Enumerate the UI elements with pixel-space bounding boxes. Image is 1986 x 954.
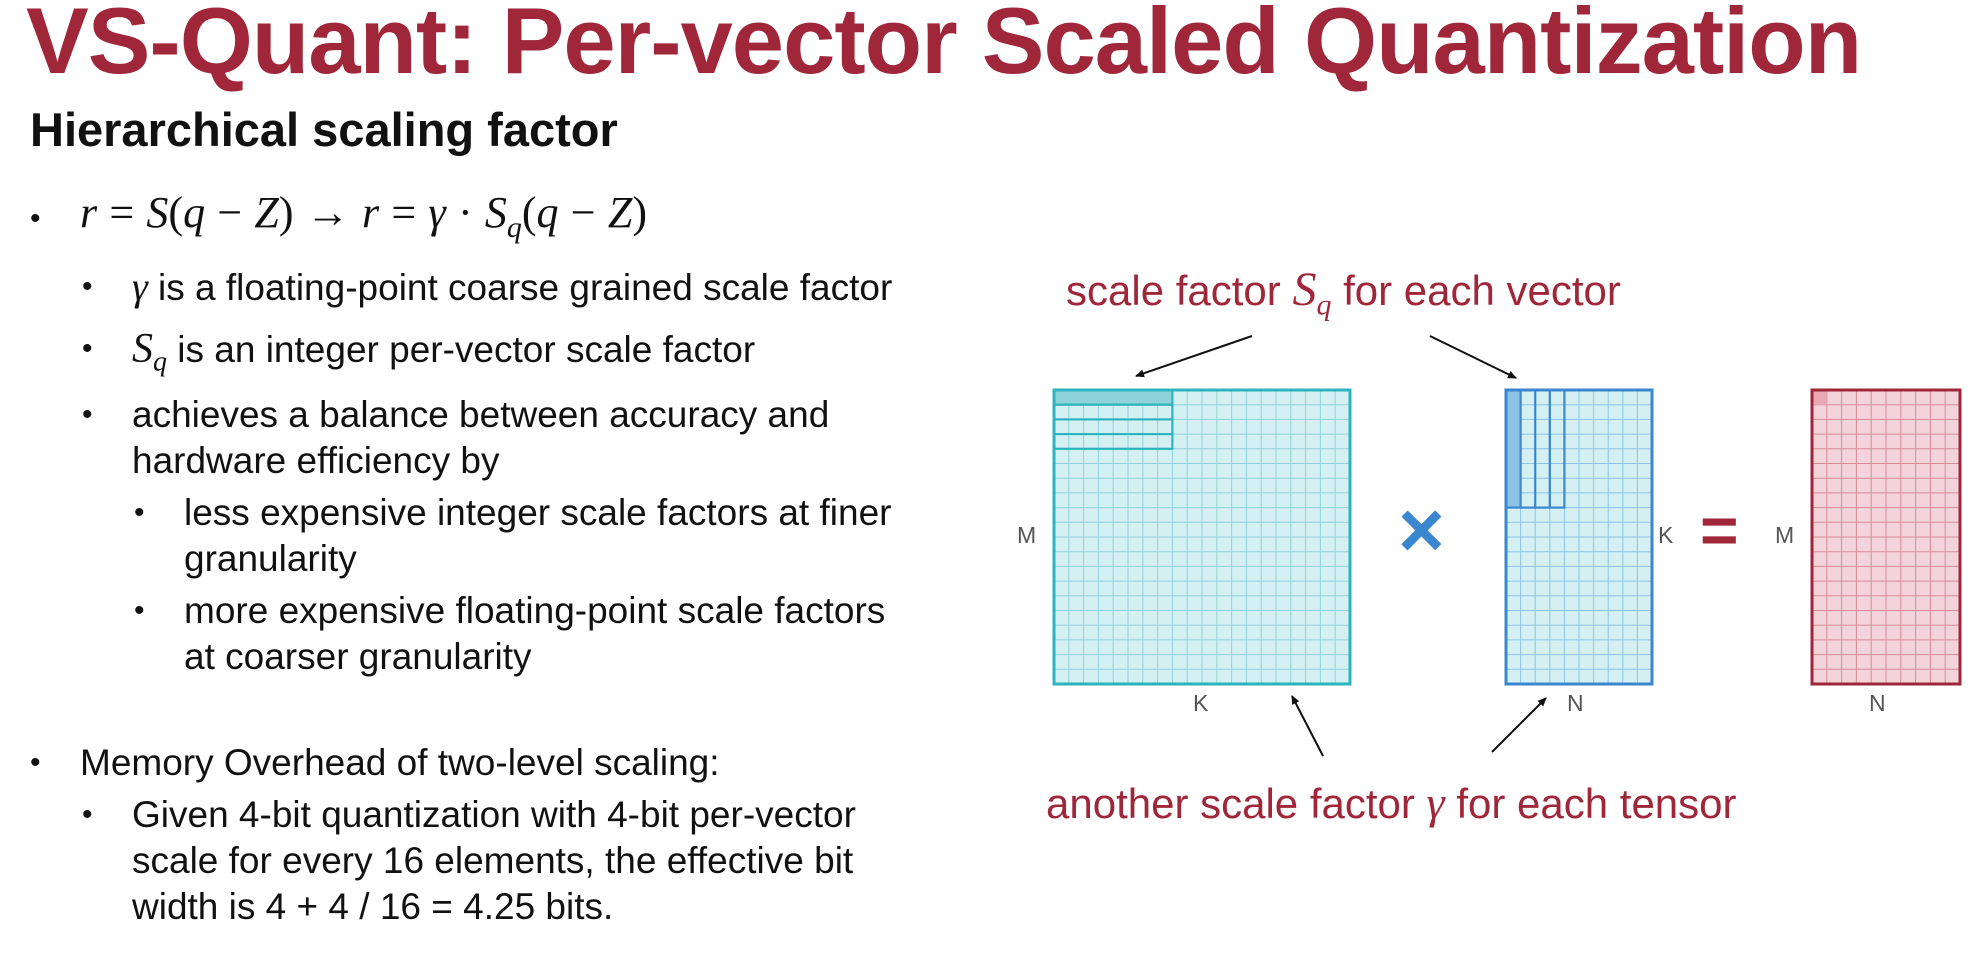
arrow-to-matrix-b-tensor: [1491, 697, 1547, 753]
multiply-symbol: ×: [1398, 485, 1445, 574]
highlighted-row-vector: [1053, 389, 1174, 406]
arrow-to-matrix-b-vector: [1429, 335, 1517, 379]
bullet-effective-bit-width: Given 4-bit quantization with 4-bit per-…: [132, 794, 856, 927]
slide-subtitle: Hierarchical scaling factor: [30, 103, 618, 156]
bullet-integer-scale: less expensive integer scale factors at …: [184, 492, 892, 579]
bullet-dot: •: [82, 270, 93, 303]
matrix-b: [1504, 388, 1654, 686]
matrix-a-col-label: K: [1193, 690, 1209, 716]
formula: r = S(q − Z) → r = γ · Sq(q − Z): [80, 188, 647, 244]
arrow-to-matrix-a-vector: [1135, 335, 1253, 378]
bullet-memory-overhead: Memory Overhead of two-level scaling:: [80, 742, 720, 783]
output-element: [1812, 390, 1827, 405]
annotation-per-vector-scale: scale factor Sq for each vector: [1066, 263, 1621, 322]
bullet-dot: •: [134, 496, 145, 529]
bullet-dot: •: [30, 202, 41, 235]
bullet-sq: Sq is an integer per-vector scale factor: [132, 326, 756, 378]
slide-title: VS-Quant: Per-vector Scaled Quantization: [26, 0, 1862, 93]
annotation-per-tensor-scale: another scale factor γ for each tensor: [1046, 777, 1737, 828]
matrix-b-row-label: K: [1658, 522, 1674, 548]
matrix-border: [1504, 388, 1654, 686]
bullet-dot: •: [82, 398, 93, 431]
matrix-c-row-label: M: [1775, 522, 1795, 548]
bullet-float-scale: more expensive floating-point scale fact…: [184, 590, 886, 677]
matrix-c: [1810, 388, 1962, 686]
matrix-a: [1052, 388, 1352, 686]
bullet-dot: •: [30, 746, 41, 779]
arrow-to-matrix-a-tensor: [1291, 695, 1324, 757]
matrix-c-col-label: N: [1869, 690, 1886, 716]
bullet-balance: achieves a balance between accuracy and …: [132, 394, 830, 481]
bullet-dot: •: [82, 798, 93, 831]
bullet-gamma: γ is a floating-point coarse grained sca…: [132, 264, 893, 309]
bullet-dot: •: [82, 332, 93, 365]
equals-symbol: =: [1700, 493, 1739, 567]
matrix-a-row-label: M: [1017, 522, 1037, 548]
matrix-border: [1052, 388, 1352, 686]
matrix-b-col-label: N: [1567, 690, 1584, 716]
matrix-border: [1810, 388, 1962, 686]
bullet-dot: •: [134, 594, 145, 627]
highlighted-column-vector: [1505, 389, 1522, 509]
